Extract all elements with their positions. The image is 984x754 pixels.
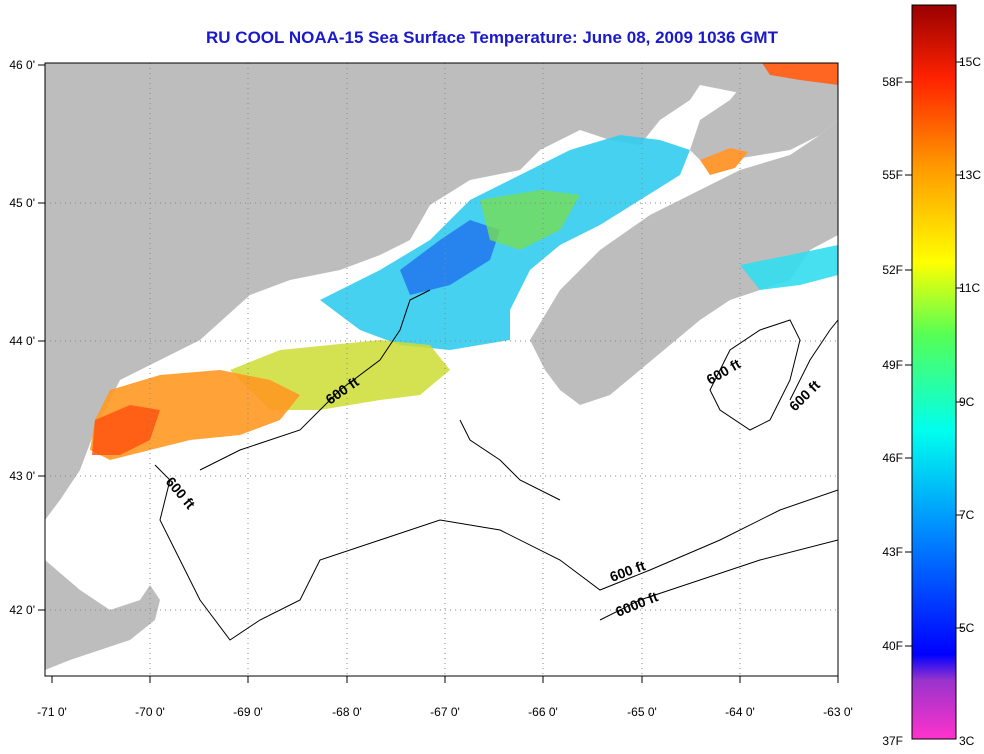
sst-swath-hot <box>92 405 160 455</box>
colorbar-f-label: 52F <box>882 263 903 277</box>
sst-upper-right <box>762 63 838 85</box>
colorbar-c-label: 7C <box>959 508 975 522</box>
sst-swath-blue <box>400 220 500 295</box>
colorbar-f-label: 46F <box>882 451 903 465</box>
lat-tick-label: 44 0' <box>9 334 35 348</box>
lon-tick-label: -65 0' <box>627 705 657 719</box>
lon-tick-label: -63 0' <box>823 705 853 719</box>
sst-bay-of-fundy <box>700 148 748 175</box>
colorbar-c-label: 9C <box>959 395 975 409</box>
map-frame <box>44 62 839 677</box>
colorbar-c-label: 13C <box>959 168 981 182</box>
colorbar-fahrenheit-labels: 58F 55F 52F 49F 46F 43F 40F 37F <box>882 75 903 748</box>
graticule <box>45 63 838 676</box>
lat-tick-label: 42 0' <box>9 603 35 617</box>
land-cape-cod <box>45 560 160 670</box>
lon-tick-label: -71 0' <box>37 705 67 719</box>
lon-tick-label: -69 0' <box>233 705 263 719</box>
colorbar-f-label: 40F <box>882 639 903 653</box>
map-title: RU COOL NOAA-15 Sea Surface Temperature:… <box>206 28 778 47</box>
lon-tick-label: -67 0' <box>430 705 460 719</box>
axis-ticks <box>38 64 839 683</box>
lon-tick-label: -70 0' <box>135 705 165 719</box>
colorbar-c-label: 15C <box>959 55 981 69</box>
lat-tick-label: 46 0' <box>9 58 35 72</box>
longitude-labels: -71 0' -70 0' -69 0' -68 0' -67 0' -66 0… <box>37 705 853 719</box>
colorbar-celsius-labels: 15C 13C 11C 9C 7C 5C 3C <box>959 55 981 748</box>
lat-tick-label: 43 0' <box>9 469 35 483</box>
colorbar-f-label: 49F <box>882 358 903 372</box>
lon-tick-label: -64 0' <box>725 705 755 719</box>
sst-swath-green <box>480 190 580 250</box>
colorbar-f-label: 43F <box>882 545 903 559</box>
land-new-brunswick <box>690 63 838 165</box>
lat-tick-label: 45 0' <box>9 196 35 210</box>
depth-contours <box>154 289 838 641</box>
colorbar <box>911 4 957 740</box>
lon-tick-label: -66 0' <box>528 705 558 719</box>
land-mainland <box>45 63 770 520</box>
land-nova-scotia <box>530 120 838 405</box>
colorbar-c-label: 11C <box>959 281 980 295</box>
colorbar-ticks <box>905 61 963 647</box>
colorbar-f-label: 37F <box>882 734 903 748</box>
sst-shelf-east <box>740 245 838 290</box>
colorbar-f-label: 58F <box>882 75 903 89</box>
colorbar-c-label: 3C <box>959 734 975 748</box>
lon-tick-label: -68 0' <box>332 705 362 719</box>
colorbar-c-label: 5C <box>959 621 975 635</box>
latitude-labels: 46 0' 45 0' 44 0' 43 0' 42 0' <box>9 58 35 617</box>
colorbar-f-label: 55F <box>882 168 903 182</box>
